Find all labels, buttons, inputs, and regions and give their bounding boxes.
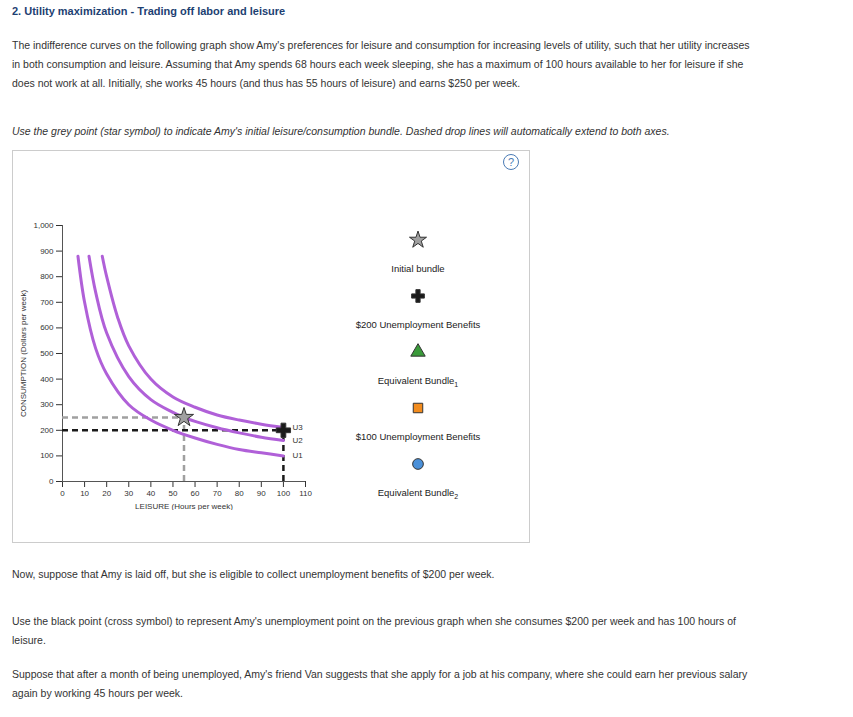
svg-text:300: 300 <box>40 400 54 409</box>
html-text:Equivalent Bundle2: Equivalent Bundle2 <box>377 487 459 500</box>
svg-text:90: 90 <box>257 489 266 498</box>
svg-text:U1: U1 <box>292 451 303 460</box>
svg-text:U2: U2 <box>292 436 303 445</box>
svg-text:10: 10 <box>80 489 89 498</box>
svg-text:40: 40 <box>146 489 155 498</box>
html-text:Use the grey point (star symbo: Use the grey point (star symbol) to indi… <box>12 125 670 137</box>
svg-text:20: 20 <box>102 489 111 498</box>
html-text:Suppose that after a month of: Suppose that after a month of being unem… <box>12 668 748 699</box>
html-text:$100 Unemployment Benefits: $100 Unemployment Benefits <box>355 431 481 442</box>
svg-text:U3: U3 <box>292 423 303 432</box>
html-text:$200 Unemployment Benefits: $200 Unemployment Benefits <box>355 319 481 330</box>
html-text:Now, suppose that Amy is laid: Now, suppose that Amy is laid off, but s… <box>12 568 495 580</box>
svg-text:110: 110 <box>299 489 312 498</box>
svg-text:30: 30 <box>124 489 133 498</box>
svg-text:50: 50 <box>169 489 178 498</box>
svg-text:80: 80 <box>235 489 244 498</box>
svg-text:100: 100 <box>277 489 291 498</box>
svg-text:CONSUMPTION (Dollars per week): CONSUMPTION (Dollars per week) <box>19 290 28 417</box>
html-text:2. Utility maximization - Trad: 2. Utility maximization - Trading off la… <box>12 5 286 17</box>
svg-text:0: 0 <box>49 477 54 486</box>
svg-text:0: 0 <box>60 489 65 498</box>
svg-text:900: 900 <box>40 247 54 256</box>
svg-text:400: 400 <box>40 375 54 384</box>
svg-text:700: 700 <box>40 298 54 307</box>
svg-text:LEISURE (Hours per week): LEISURE (Hours per week) <box>135 502 233 511</box>
svg-text:100: 100 <box>40 451 54 460</box>
svg-text:500: 500 <box>40 349 54 358</box>
svg-text:600: 600 <box>40 323 54 332</box>
html-text:Initial bundle: Initial bundle <box>391 263 445 274</box>
svg-text:200: 200 <box>40 426 54 435</box>
svg-text:70: 70 <box>213 489 222 498</box>
svg-text:60: 60 <box>191 489 200 498</box>
svg-text:1,000: 1,000 <box>33 221 54 230</box>
html-text:Use the black point (cross sym: Use the black point (cross symbol) to re… <box>12 615 736 646</box>
html-text:Equivalent Bundle1: Equivalent Bundle1 <box>377 375 459 388</box>
html-text:The indifference curves on the: The indifference curves on the following… <box>12 39 750 89</box>
svg-text:800: 800 <box>40 272 54 281</box>
